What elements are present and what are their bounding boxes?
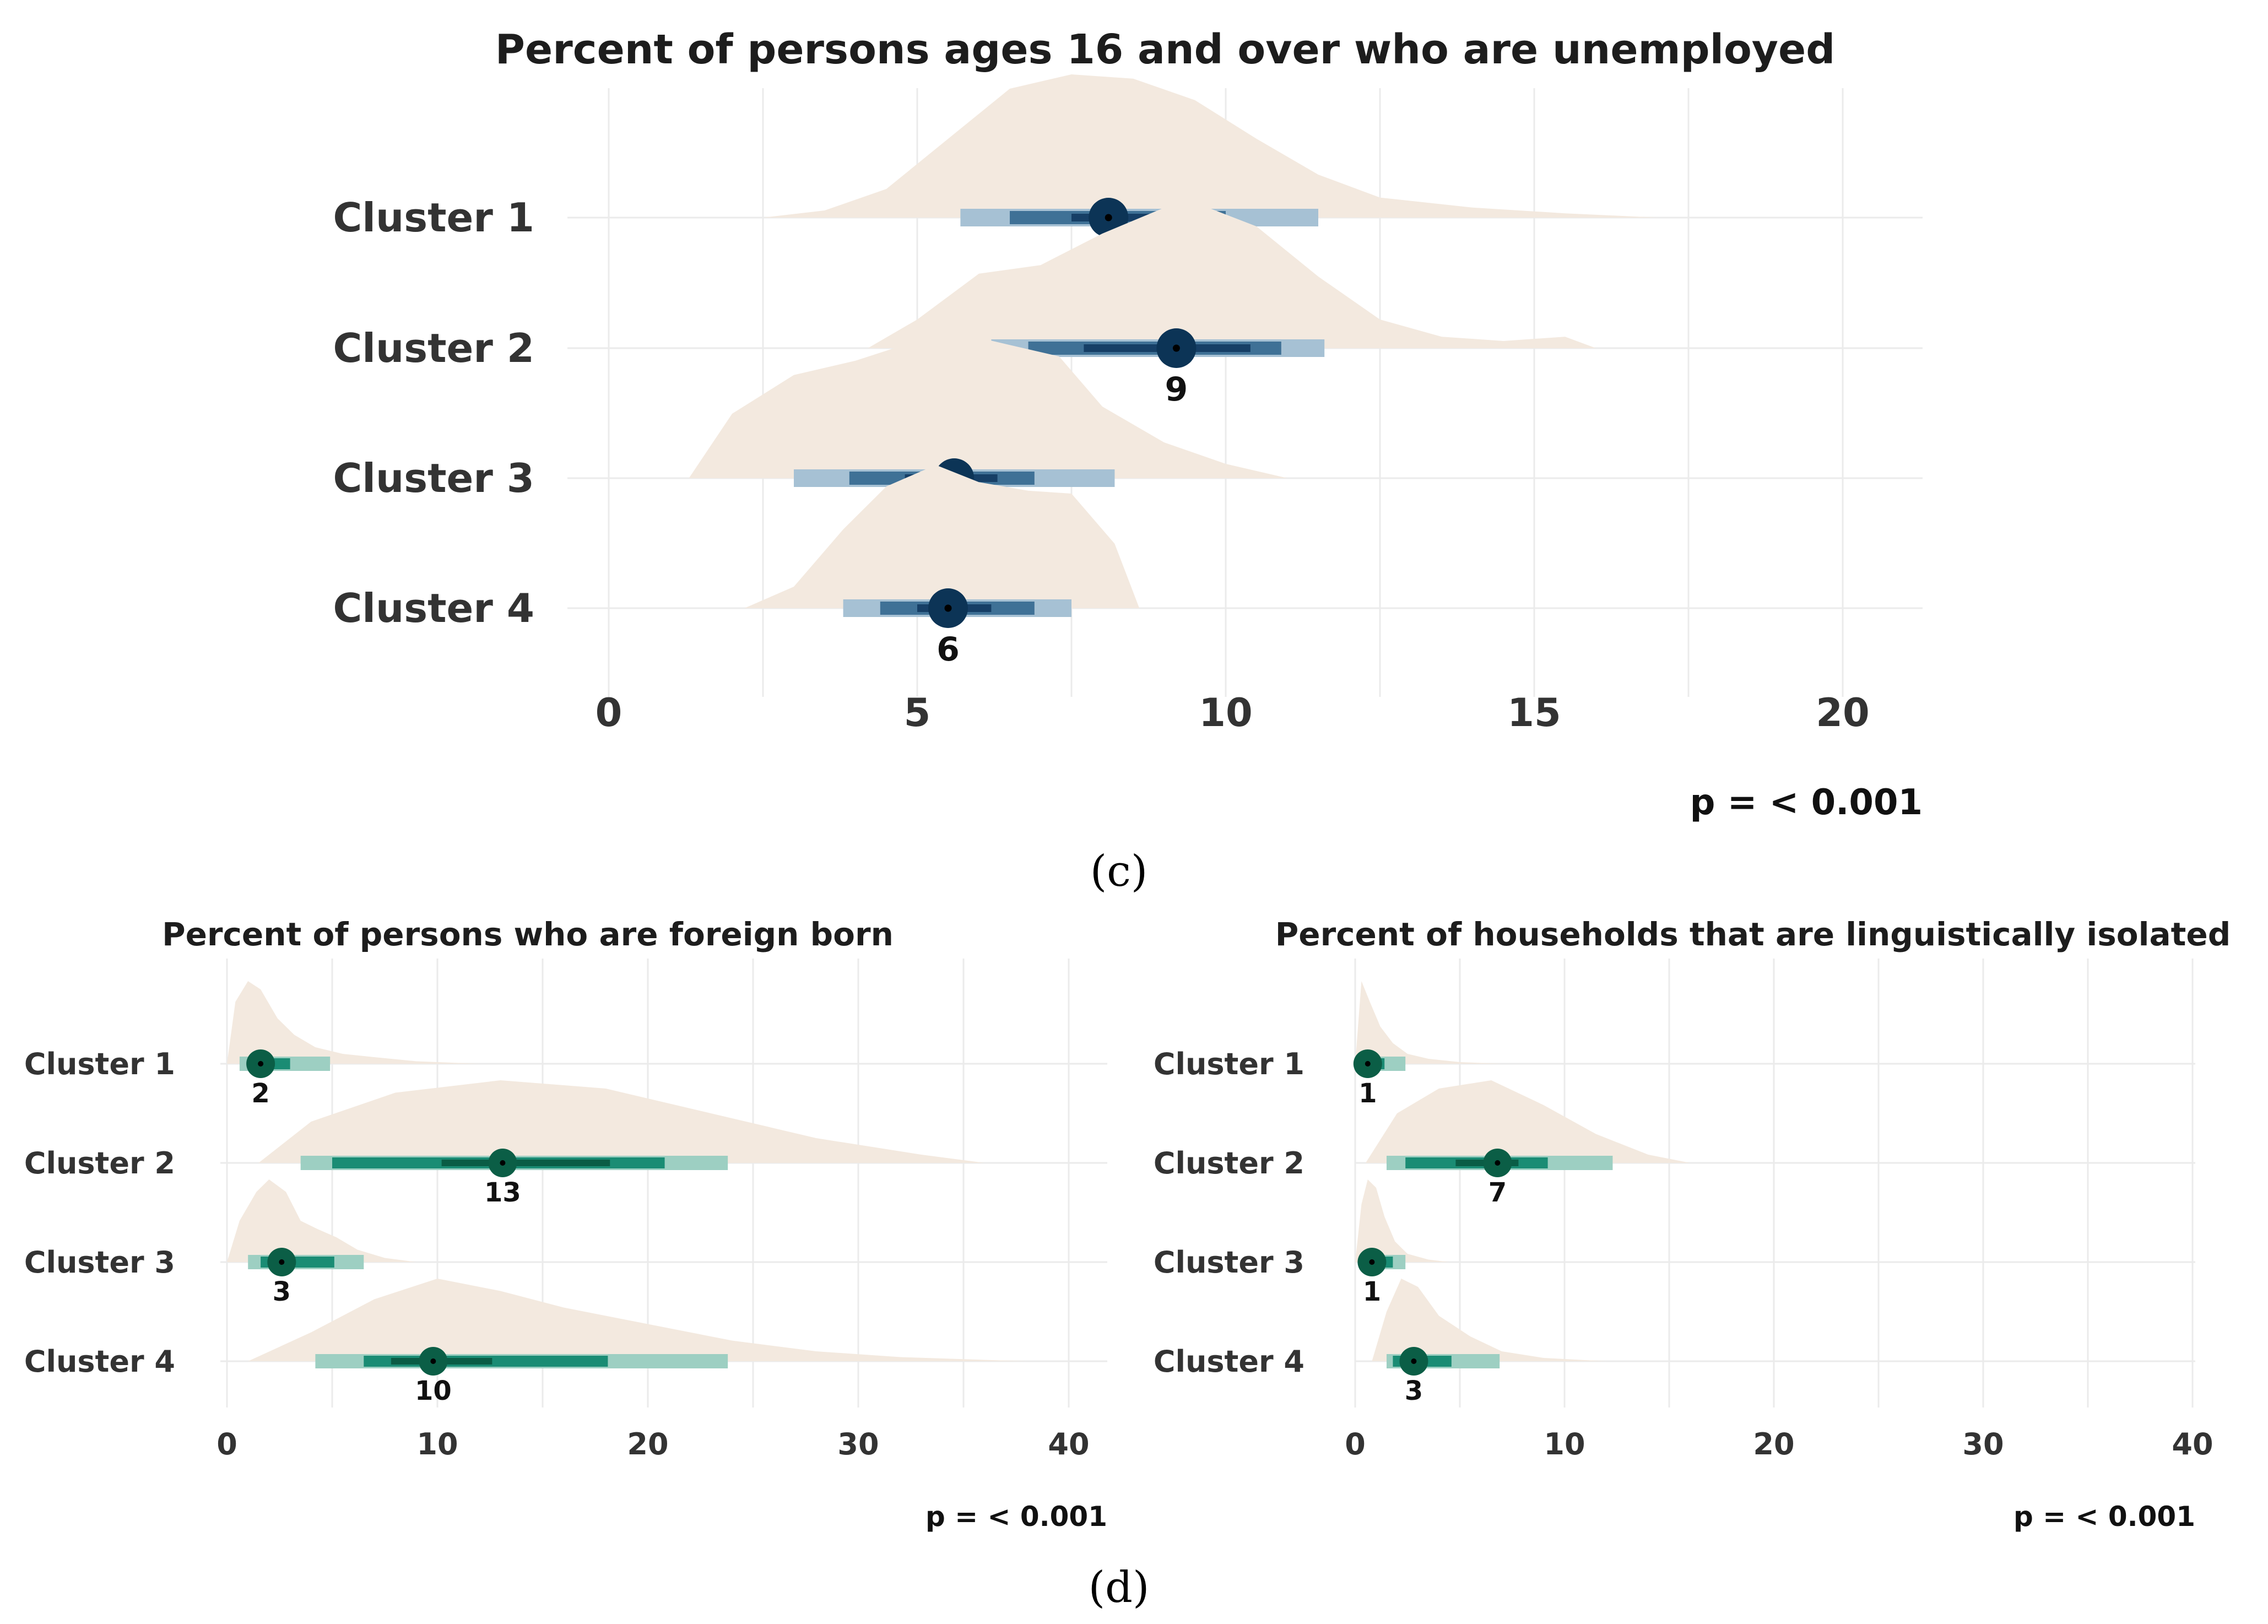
x-tick-label: 20 — [627, 1427, 668, 1461]
density-shape — [1366, 1080, 1690, 1163]
interval-inner — [441, 1160, 610, 1166]
density-shape — [689, 335, 1287, 478]
y-category-label: Cluster 1 — [333, 194, 534, 241]
density-shape — [1372, 1279, 1606, 1361]
panel-d-linguistic-isolation: Percent of households that are linguisti… — [1154, 916, 2231, 1533]
x-tick-label: 30 — [1962, 1427, 2004, 1461]
y-category-label: Cluster 4 — [24, 1344, 175, 1379]
p-value-annotation: p = < 0.001 — [1690, 782, 1923, 823]
x-tick-label: 10 — [416, 1427, 458, 1461]
caption-d: (d) — [1089, 1563, 1150, 1612]
panel-d-foreign-born: Percent of persons who are foreign born 0… — [24, 916, 1107, 1533]
x-tick-label: 15 — [1507, 690, 1561, 735]
density-shape — [248, 1279, 1027, 1361]
median-center-dot — [1172, 344, 1180, 352]
median-center-dot — [944, 604, 952, 612]
density-shape — [1355, 1179, 1449, 1262]
density-shape — [868, 205, 1596, 348]
median-center-dot — [1369, 1259, 1375, 1265]
density-shape — [744, 465, 1140, 608]
y-category-label: Cluster 3 — [24, 1245, 175, 1280]
median-value-label: 1 — [1358, 1078, 1377, 1109]
median-value-label: 2 — [251, 1078, 269, 1109]
density-shape — [763, 74, 1658, 218]
median-center-dot — [500, 1160, 506, 1166]
x-tick-label: 10 — [1544, 1427, 1585, 1461]
y-category-label: Cluster 1 — [1154, 1047, 1304, 1081]
x-tick-label: 20 — [1753, 1427, 1794, 1461]
x-tick-label: 10 — [1199, 690, 1252, 735]
median-value-label: 3 — [1405, 1376, 1423, 1406]
median-value-label: 9 — [1165, 370, 1188, 409]
chart-title: Percent of persons ages 16 and over who … — [495, 26, 1835, 73]
median-center-dot — [430, 1358, 436, 1364]
y-category-label: Cluster 2 — [24, 1146, 175, 1181]
median-value-label: 10 — [415, 1376, 452, 1406]
y-category-label: Cluster 3 — [1154, 1245, 1304, 1280]
median-value-label: 6 — [937, 630, 960, 669]
density-shape — [227, 981, 480, 1064]
density-shape — [258, 1080, 985, 1163]
x-tick-label: 0 — [1345, 1427, 1366, 1461]
median-value-label: 7 — [1488, 1177, 1507, 1208]
median-center-dot — [258, 1061, 264, 1067]
x-tick-label: 40 — [1048, 1427, 1089, 1461]
x-tick-label: 0 — [596, 690, 623, 735]
y-category-label: Cluster 4 — [333, 585, 534, 631]
y-category-label: Cluster 2 — [1154, 1146, 1304, 1181]
y-category-label: Cluster 1 — [24, 1047, 175, 1081]
median-value-label: 13 — [484, 1177, 521, 1208]
median-value-label: 3 — [273, 1276, 291, 1307]
y-category-label: Cluster 2 — [333, 325, 534, 371]
y-category-label: Cluster 3 — [333, 455, 534, 501]
x-tick-label: 20 — [1816, 690, 1869, 735]
panel-c-unemployment: Percent of persons ages 16 and over who … — [333, 26, 1923, 823]
y-category-label: Cluster 4 — [1154, 1344, 1304, 1379]
x-tick-label: 0 — [216, 1427, 237, 1461]
median-center-dot — [1411, 1358, 1417, 1364]
median-center-dot — [1105, 214, 1112, 221]
caption-c: (c) — [1090, 847, 1148, 896]
median-value-label: 1 — [1363, 1276, 1381, 1307]
median-center-dot — [1365, 1061, 1371, 1067]
chart-title: Percent of persons who are foreign born — [162, 916, 894, 953]
density-shape — [1355, 981, 1502, 1064]
density-shape — [227, 1179, 416, 1262]
p-value-annotation: p = < 0.001 — [2013, 1501, 2195, 1533]
x-tick-label: 5 — [904, 690, 931, 735]
chart-title: Percent of households that are linguisti… — [1275, 916, 2231, 953]
x-tick-label: 30 — [837, 1427, 879, 1461]
median-center-dot — [1495, 1160, 1501, 1166]
p-value-annotation: p = < 0.001 — [925, 1501, 1107, 1533]
x-tick-label: 40 — [2172, 1427, 2213, 1461]
median-center-dot — [279, 1259, 285, 1265]
